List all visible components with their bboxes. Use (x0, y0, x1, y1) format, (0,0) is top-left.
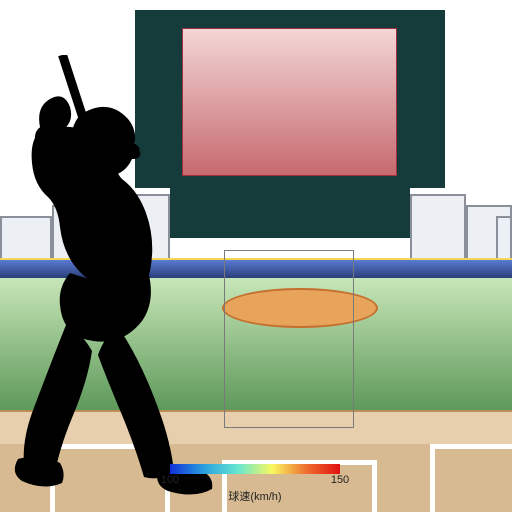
legend-gradient-bar (170, 464, 340, 474)
legend-tick-min: 100 (161, 474, 179, 486)
stand-block (410, 194, 466, 260)
legend-ticks: 100 150 (170, 474, 340, 488)
speed-legend: 100 150 球速(km/h) (170, 464, 340, 504)
chart-canvas: 100 150 球速(km/h) (0, 0, 512, 512)
stand-block (496, 216, 512, 260)
batter-silhouette (0, 55, 215, 510)
box-line (372, 460, 377, 512)
box-line (430, 444, 512, 449)
legend-tick-max: 150 (331, 474, 349, 486)
strike-zone (224, 250, 354, 428)
legend-axis-label: 球速(km/h) (170, 488, 340, 504)
box-line (430, 444, 435, 512)
